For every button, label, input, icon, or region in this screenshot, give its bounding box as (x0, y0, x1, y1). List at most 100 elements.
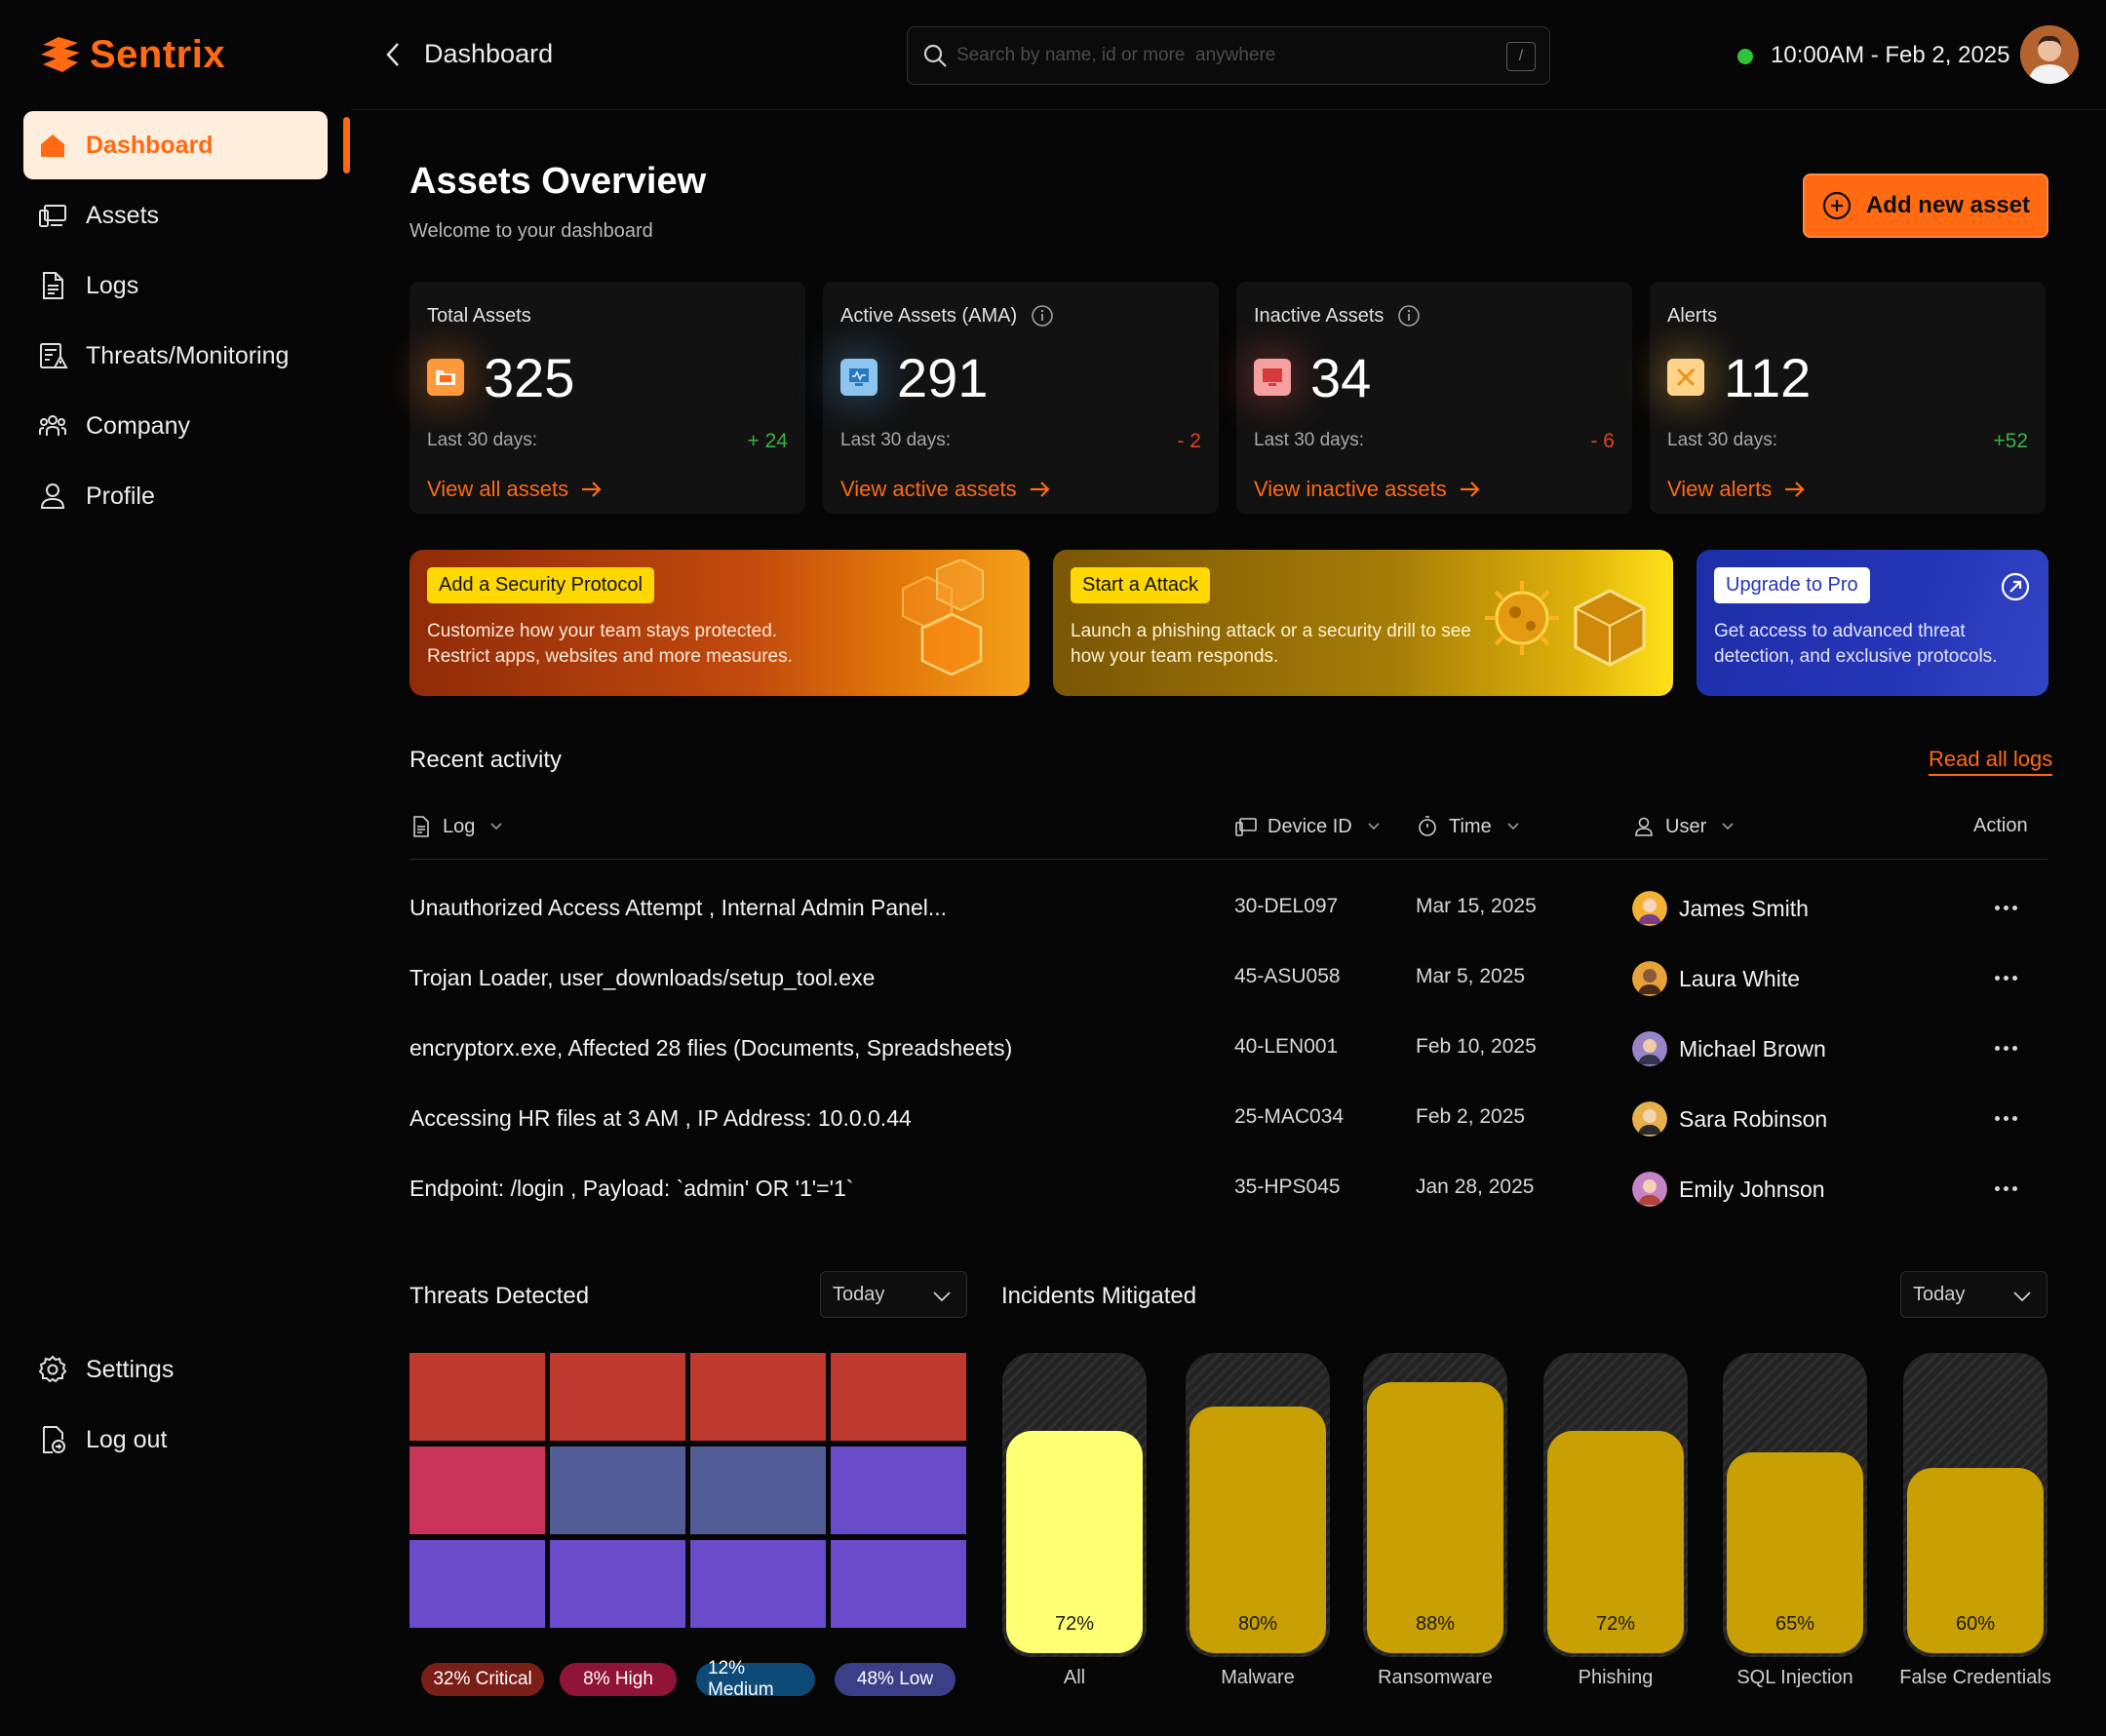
bar: 60% (1907, 1468, 2044, 1653)
page-title: Dashboard (424, 39, 554, 68)
add-asset-button[interactable]: Add new asset (1803, 174, 2048, 238)
bar-track[interactable]: 60% (1903, 1353, 2048, 1657)
log-time: Jan 28, 2025 (1416, 1176, 1535, 1198)
active-indicator (343, 117, 350, 174)
stat-value: 112 (1724, 346, 1812, 408)
folder-icon (427, 359, 464, 396)
sidebar-item-logout[interactable]: Log out (23, 1406, 328, 1474)
app-logo[interactable]: Sentrix (37, 31, 225, 78)
column-header-log[interactable]: Log (410, 815, 508, 838)
add-security-protocol-button[interactable]: Add a Security Protocol (427, 567, 654, 603)
view-inactive-assets-link[interactable]: View inactive assets (1254, 477, 1615, 502)
dropdown-value: Today (1913, 1283, 1966, 1305)
sidebar-item-dashboard[interactable]: Dashboard (23, 111, 328, 179)
sidebar-item-settings[interactable]: Settings (23, 1335, 328, 1404)
stat-period: Last 30 days: (840, 430, 952, 450)
promo-start-attack[interactable]: Start a Attack Launch a phishing attack … (1053, 550, 1673, 696)
stat-label: Alerts (1667, 304, 1718, 327)
bar-track[interactable]: 72% (1002, 1353, 1147, 1657)
start-attack-button[interactable]: Start a Attack (1071, 567, 1210, 603)
search-input[interactable] (956, 45, 1463, 66)
legend-pill: 32% Critical (421, 1663, 544, 1696)
upgrade-to-pro-button[interactable]: Upgrade to Pro (1714, 567, 1870, 603)
heatmap-cell (831, 1447, 966, 1534)
threats-detected-title: Threats Detected (410, 1283, 590, 1309)
bar-value-label: 65% (1774, 1613, 1815, 1635)
threat-monitor-icon (40, 343, 68, 368)
promo-upgrade-pro[interactable]: Upgrade to Pro Get access to advanced th… (1696, 550, 2048, 696)
sidebar-bottom: Settings Log out (23, 1335, 328, 1476)
bar-track[interactable]: 80% (1186, 1353, 1330, 1657)
promo-security-protocol[interactable]: Add a Security Protocol Customize how yo… (410, 550, 1030, 696)
user-name: Laura White (1679, 965, 1801, 991)
table-row[interactable]: Unauthorized Access Attempt , Internal A… (410, 879, 2048, 938)
user-icon (40, 483, 65, 509)
read-all-logs-link[interactable]: Read all logs (1929, 747, 2053, 776)
heatmap-cell (410, 1353, 545, 1441)
view-alerts-link[interactable]: View alerts (1667, 477, 2028, 502)
column-header-device[interactable]: Device ID (1234, 815, 1385, 838)
search-bar[interactable]: / (907, 26, 1550, 85)
sidebar-item-threats[interactable]: Threats/Monitoring (23, 322, 328, 390)
view-active-assets-link[interactable]: View active assets (840, 477, 1201, 502)
legend-pill: 12% Medium (696, 1658, 815, 1700)
stat-period: Last 30 days: (1667, 430, 1778, 450)
column-header-user[interactable]: User (1632, 815, 1739, 838)
avatar (1632, 891, 1667, 926)
table-row[interactable]: Endpoint: /login , Payload: `admin' OR '… (410, 1160, 2048, 1218)
heatmap-cell (550, 1540, 685, 1628)
sidebar-item-assets[interactable]: Assets (23, 181, 328, 250)
info-icon[interactable] (1031, 304, 1054, 328)
bar-track[interactable]: 88% (1363, 1353, 1507, 1657)
row-action-menu-button[interactable] (1989, 1033, 2022, 1062)
bar-category-label: Phishing (1578, 1667, 1654, 1688)
stat-value: 34 (1310, 346, 1372, 408)
legend-pill: 8% High (560, 1663, 677, 1696)
devices-icon (1235, 818, 1257, 836)
stopwatch-icon (1419, 816, 1436, 836)
row-action-menu-button[interactable] (1989, 963, 2022, 992)
sort-caret-icon (1368, 823, 1380, 830)
column-header-time[interactable]: Time (1416, 815, 1525, 838)
chevron-down-icon (2013, 1292, 2031, 1302)
bar: 88% (1367, 1382, 1503, 1653)
chevron-down-icon (933, 1292, 951, 1302)
overview-title: Assets Overview (410, 161, 707, 202)
virus-cube-icon (1485, 581, 1646, 667)
sidebar-nav: Dashboard Assets Logs Threats/Monitoring… (23, 111, 328, 532)
table-row[interactable]: Trojan Loader, user_downloads/setup_tool… (410, 949, 2048, 1008)
promo-description: Customize how your team stays protected.… (427, 621, 793, 667)
sidebar-item-logs[interactable]: Logs (23, 251, 328, 320)
sidebar-item-label: Log out (86, 1425, 168, 1453)
incidents-period-dropdown[interactable]: Today (1900, 1271, 2048, 1318)
view-all-assets-link[interactable]: View all assets (427, 477, 788, 502)
log-text: Accessing HR files at 3 AM , IP Address:… (410, 1105, 912, 1131)
threats-period-dropdown[interactable]: Today (820, 1271, 967, 1318)
avatar (1632, 1101, 1667, 1137)
bar-track[interactable]: 72% (1543, 1353, 1688, 1657)
device-id: 35-HPS045 (1234, 1176, 1341, 1198)
table-row[interactable]: Accessing HR files at 3 AM , IP Address:… (410, 1090, 2048, 1148)
stat-card-inactive-assets: Inactive Assets 34 Last 30 days: - 6 View… (1236, 282, 1632, 514)
table-row[interactable]: encryptorx.exe, Affected 28 flies (Docum… (410, 1020, 2048, 1078)
info-icon[interactable] (1397, 304, 1421, 328)
row-action-menu-button[interactable] (1989, 1103, 2022, 1133)
bar-category-label: False Credentials (1899, 1667, 2051, 1688)
user-cell: Michael Brown (1632, 1031, 1826, 1066)
bar-value-label: 80% (1237, 1613, 1278, 1635)
back-button[interactable] (378, 37, 408, 72)
sidebar-item-company[interactable]: Company (23, 392, 328, 460)
bar-category-label: SQL Injection (1736, 1667, 1853, 1688)
row-action-menu-button[interactable] (1989, 893, 2022, 922)
external-link-circle-icon[interactable] (2000, 571, 2031, 602)
bar-track[interactable]: 65% (1723, 1353, 1867, 1657)
sidebar-item-label: Profile (86, 482, 155, 510)
user-name: Sara Robinson (1679, 1105, 1828, 1132)
user-name: Emily Johnson (1679, 1176, 1825, 1202)
user-avatar[interactable] (2020, 25, 2079, 84)
sidebar-item-profile[interactable]: Profile (23, 462, 328, 530)
row-action-menu-button[interactable] (1989, 1174, 2022, 1203)
monitor-active-icon (840, 359, 878, 396)
online-status-dot (1737, 49, 1753, 64)
user-cell: Laura White (1632, 961, 1800, 996)
